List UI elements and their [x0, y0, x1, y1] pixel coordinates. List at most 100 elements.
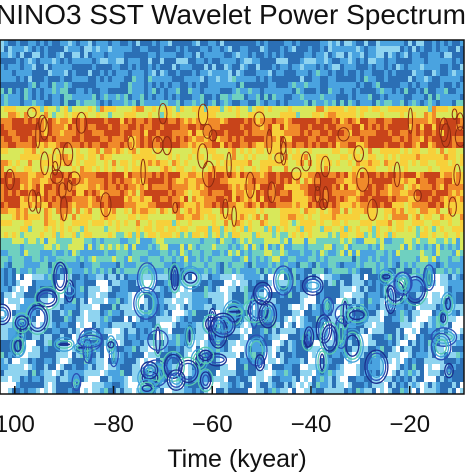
heatmap-cell [424, 136, 429, 143]
heatmap-cell [244, 46, 249, 53]
heatmap-cell [376, 214, 381, 221]
heatmap-cell [280, 154, 285, 161]
heatmap-cell [156, 268, 161, 275]
heatmap-cell [372, 76, 377, 83]
heatmap-cell [200, 286, 205, 293]
heatmap-cell [136, 52, 141, 59]
heatmap-cell [168, 154, 173, 161]
heatmap-cell [232, 40, 237, 47]
heatmap-cell [108, 166, 113, 173]
heatmap-cell [292, 214, 297, 221]
heatmap-cell [160, 274, 165, 281]
heatmap-cell [192, 154, 197, 161]
heatmap-cell [332, 100, 337, 107]
heatmap-cell [36, 106, 41, 113]
heatmap-cell [132, 202, 137, 209]
heatmap-cell [272, 46, 277, 53]
heatmap-cell [372, 118, 377, 125]
heatmap-cell [328, 124, 333, 131]
heatmap-cell [388, 214, 393, 221]
heatmap-cell [456, 100, 461, 107]
heatmap-cell [192, 118, 197, 125]
heatmap-cell [236, 130, 241, 137]
heatmap-cell [72, 202, 77, 209]
heatmap-cell [388, 58, 393, 65]
heatmap-cell [24, 130, 29, 137]
heatmap-cell [232, 220, 237, 227]
heatmap-cell [408, 184, 413, 191]
heatmap-cell [344, 130, 349, 137]
heatmap-cell [352, 172, 357, 179]
heatmap-cell [0, 244, 5, 251]
heatmap-cell [72, 190, 77, 197]
heatmap-cell [448, 58, 453, 65]
heatmap-cell [92, 52, 97, 59]
heatmap-cell [216, 136, 221, 143]
heatmap-cell [436, 94, 441, 101]
heatmap-cell [216, 148, 221, 155]
heatmap-cell [132, 226, 137, 233]
heatmap-cell [76, 58, 81, 65]
heatmap-cell [180, 46, 185, 53]
heatmap-cell [220, 280, 225, 287]
heatmap-cell [36, 274, 41, 281]
heatmap-cell [4, 232, 9, 239]
heatmap-cell [24, 226, 29, 233]
heatmap-cell [52, 232, 57, 239]
heatmap-cell [400, 136, 405, 143]
heatmap-cell [312, 250, 317, 257]
heatmap-cell [80, 190, 85, 197]
heatmap-cell [304, 94, 309, 101]
heatmap-cell [308, 64, 313, 71]
heatmap-cell [12, 214, 17, 221]
heatmap-cell [268, 76, 273, 83]
heatmap-cell [260, 184, 265, 191]
heatmap-cell [328, 190, 333, 197]
heatmap-cell [284, 184, 289, 191]
heatmap-cell [80, 238, 85, 245]
heatmap-cell [268, 214, 273, 221]
heatmap-cell [84, 46, 89, 53]
heatmap-cell [132, 64, 137, 71]
heatmap-cell [336, 118, 341, 125]
heatmap-cell [164, 202, 169, 209]
heatmap-cell [240, 184, 245, 191]
heatmap-cell [20, 154, 25, 161]
heatmap-cell [172, 226, 177, 233]
heatmap-cell [224, 262, 229, 269]
heatmap-cell [360, 262, 365, 269]
heatmap-cell [156, 250, 161, 257]
heatmap-cell [168, 208, 173, 215]
heatmap-cell [228, 148, 233, 155]
heatmap-cell [48, 82, 53, 89]
heatmap-cell [152, 166, 157, 173]
heatmap-cell [68, 220, 73, 227]
heatmap-cell [64, 70, 69, 77]
heatmap-cell [204, 226, 209, 233]
heatmap-cell [128, 166, 133, 173]
heatmap-cell [148, 58, 153, 65]
heatmap-cell [168, 166, 173, 173]
heatmap-cell [460, 136, 464, 143]
heatmap-cell [392, 70, 397, 77]
heatmap-cell [392, 292, 397, 299]
heatmap-cell [164, 274, 169, 281]
heatmap-cell [412, 214, 417, 221]
heatmap-cell [140, 70, 145, 77]
heatmap-cell [136, 70, 141, 77]
heatmap-cell [36, 196, 41, 203]
heatmap-cell [432, 214, 437, 221]
heatmap-cell [136, 250, 141, 257]
heatmap-cell [160, 58, 165, 65]
heatmap-cell [24, 280, 29, 287]
heatmap-cell [292, 142, 297, 149]
heatmap-cell [84, 136, 89, 143]
heatmap-cell [60, 250, 65, 257]
heatmap-cell [272, 160, 277, 167]
heatmap-cell [448, 100, 453, 107]
heatmap-cell [100, 70, 105, 77]
heatmap-cell [440, 64, 445, 71]
heatmap-cell [0, 124, 5, 131]
heatmap-cell [264, 232, 269, 239]
heatmap-cell [368, 250, 373, 257]
